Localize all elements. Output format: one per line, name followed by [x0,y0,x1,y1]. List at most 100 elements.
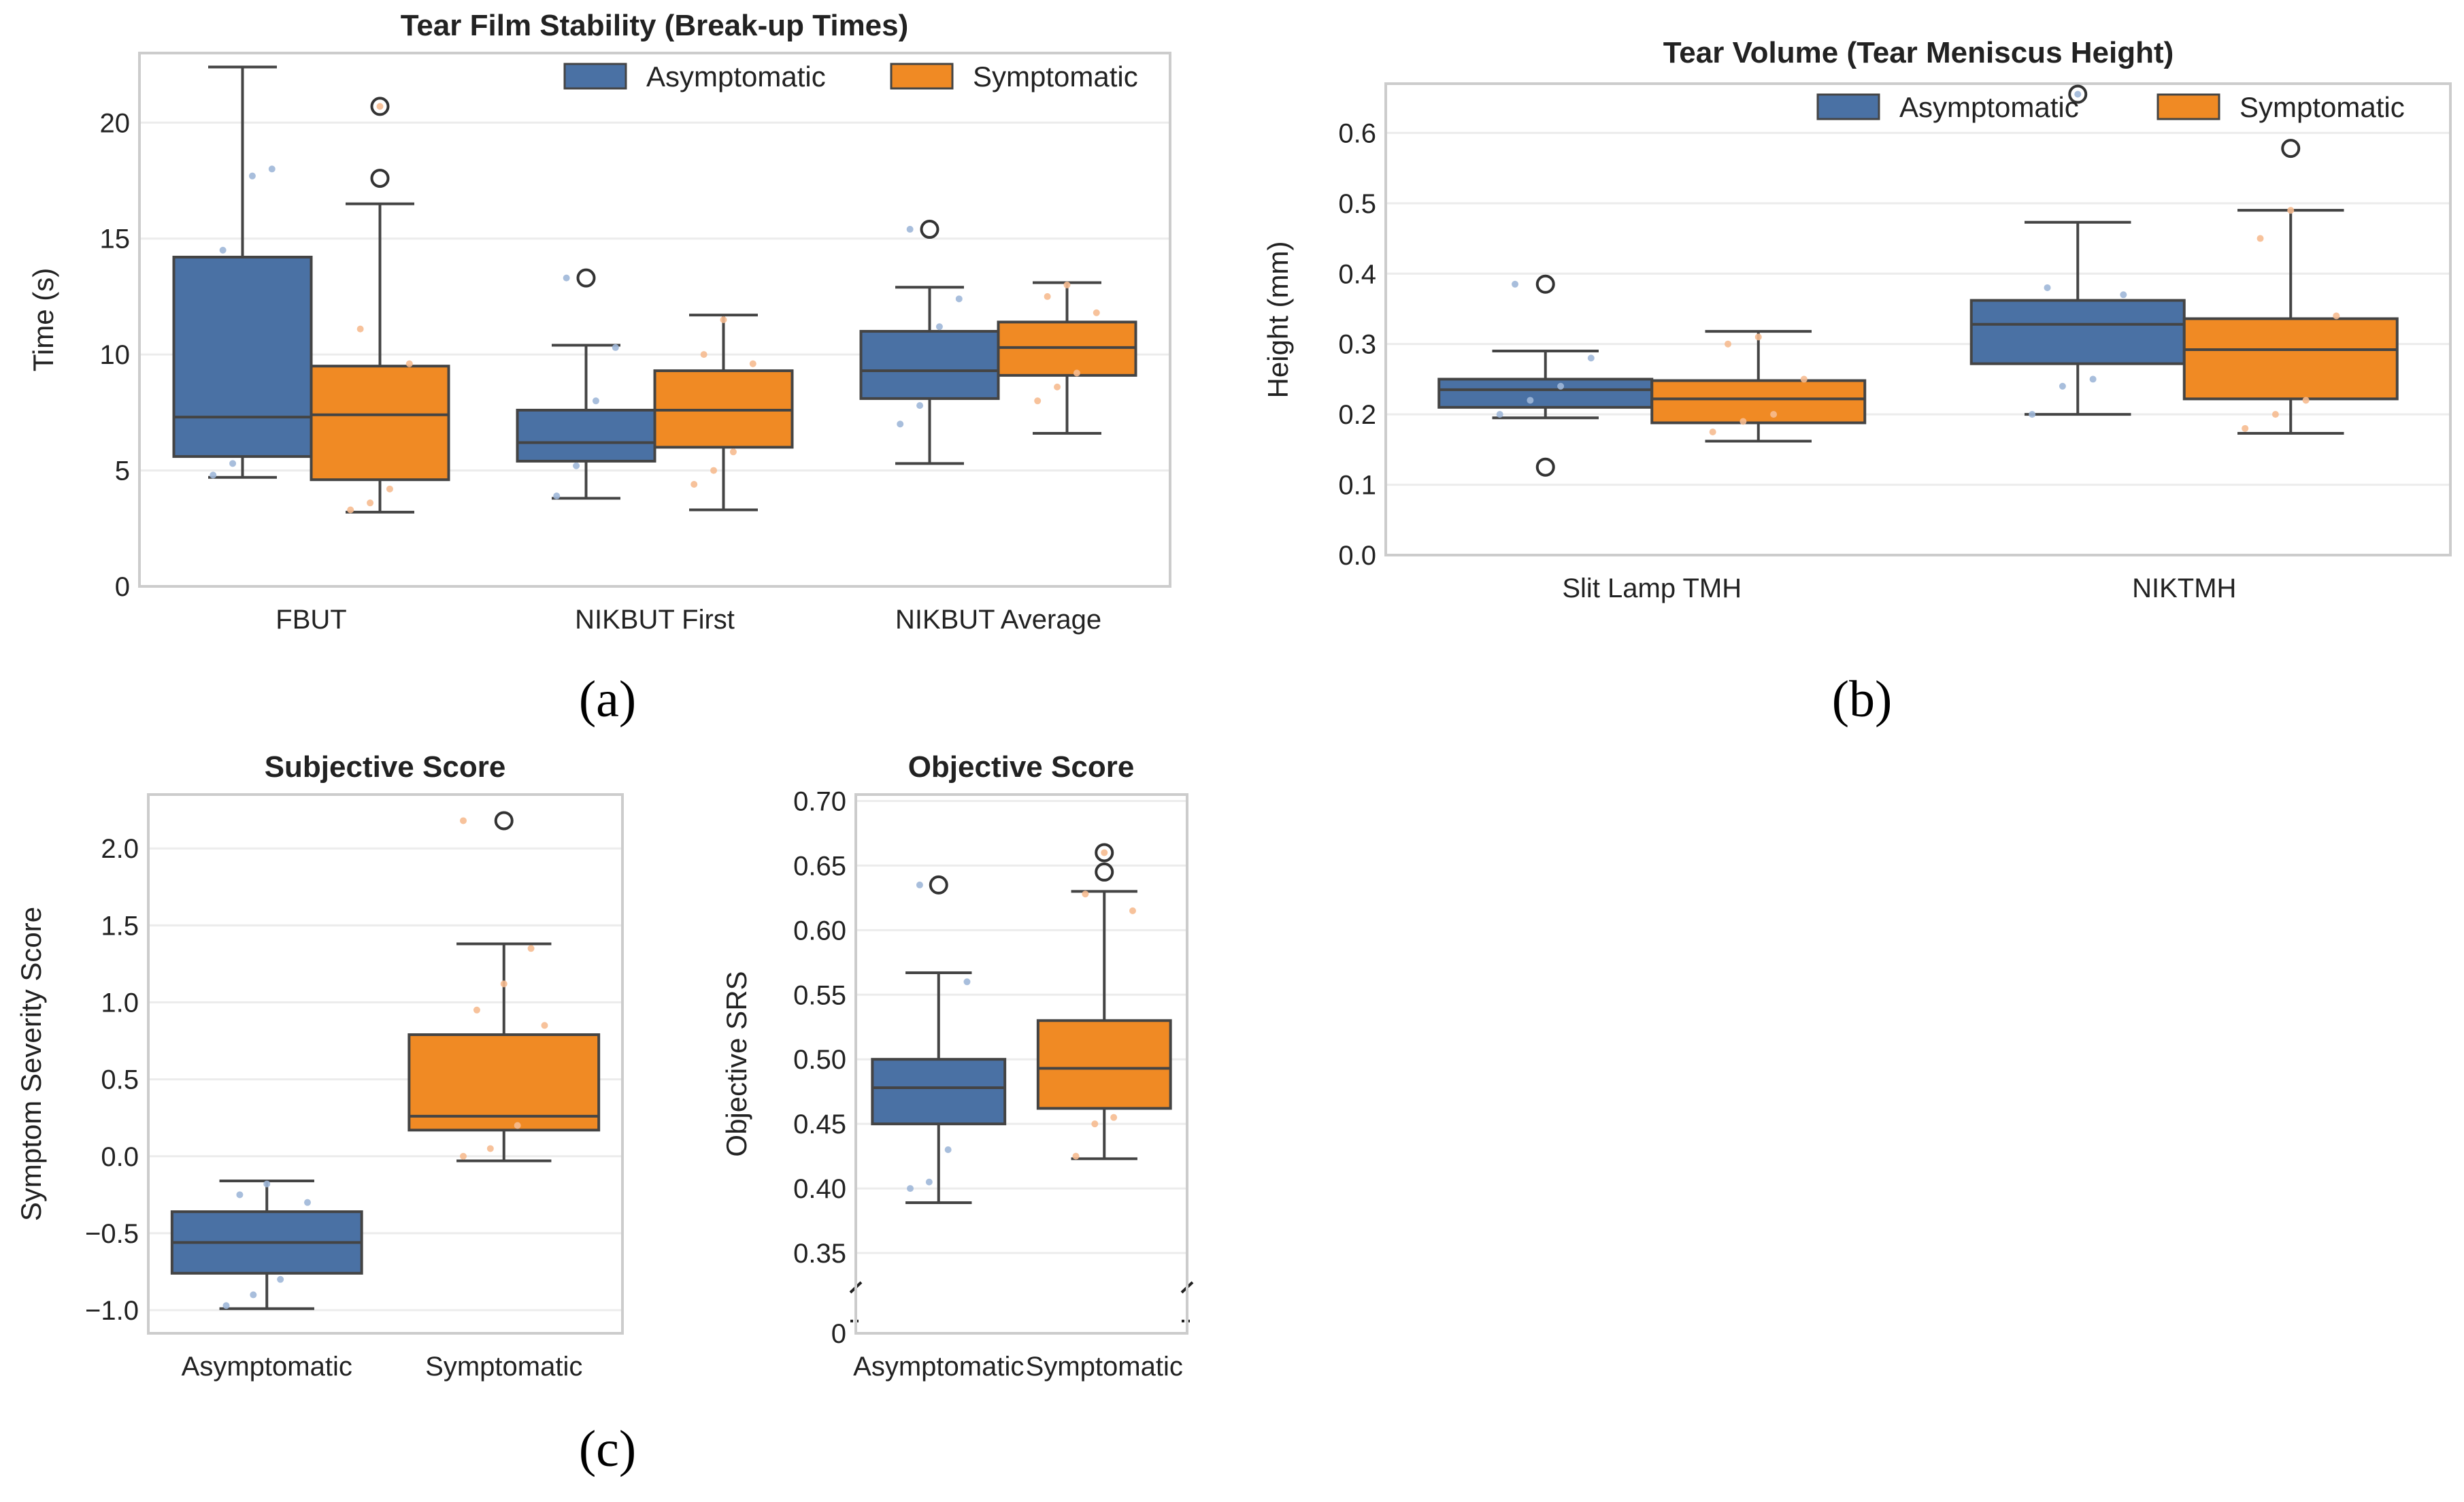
plot-frame [138,52,1171,588]
x-tick-label: Slit Lamp TMH [1562,573,1742,603]
y-tick-label: 0 [115,572,130,602]
box-symptomatic [407,811,601,1163]
data-point [720,316,727,323]
data-point [219,246,227,254]
data-point [2089,376,2097,383]
data-point [303,1199,311,1206]
legend-swatch [563,63,627,90]
data-point [563,274,570,282]
data-point [2044,284,2051,291]
outlier [2281,139,2301,158]
outlier [494,811,514,831]
y-tick-label: 0.60 [793,916,846,946]
x-tick-label: Asymptomatic [182,1352,352,1382]
data-point [386,485,393,493]
box-asymptomatic [172,65,313,479]
y-tick-label: 1.0 [101,988,139,1018]
data-point [906,226,914,233]
data-point [612,344,619,351]
y-tick-label: 0.65 [793,851,846,881]
data-point [229,460,237,467]
box-symptomatic [310,97,450,514]
data-point [1709,428,1716,435]
data-point [935,323,943,331]
data-point [1082,890,1089,898]
data-point [1110,1114,1118,1121]
data-point [916,402,924,410]
legend-label: Asymptomatic [1899,91,2079,123]
y-tick-label: 0.0 [101,1142,139,1172]
data-point [2302,397,2310,404]
data-point [277,1275,284,1283]
data-point [460,1152,467,1160]
data-point [700,351,707,358]
data-point [1800,376,1808,383]
data-point [1129,907,1136,914]
data-point [2074,90,2082,98]
data-point [916,881,923,888]
data-point [405,360,413,367]
y-tick-label: 0.2 [1338,400,1376,430]
legend: Asymptomatic Symptomatic [1816,91,2405,123]
plot-title: Subjective Score [265,750,506,784]
panel-b: 0.0 0.1 0.2 0.3 0.4 0.5 0.6 Tear Volume (Tear M… [1262,36,2452,603]
plot-frame [147,793,624,1335]
y-tick-label: 0.3 [1338,330,1376,360]
data-point [1725,340,1732,348]
y-tick-label: 0.4 [1338,259,1376,289]
y-tick-label: 0.55 [793,980,846,1010]
y-tick-label: 0.6 [1338,118,1376,148]
y-tick-label: 0.50 [793,1045,846,1075]
outlier [1535,274,1555,294]
outlier [920,220,939,239]
caption-b: (b) [1832,671,1893,728]
legend-swatch [1816,93,1880,120]
x-tick-label: FBUT [276,605,346,635]
y-tick-label: 0.1 [1338,471,1376,501]
x-tick-label: NIKBUT First [575,605,735,635]
x-tick-label: Asymptomatic [853,1352,1024,1382]
data-point [1093,309,1100,316]
caption-a: (a) [579,671,636,728]
box-iqr [407,1033,601,1132]
box-symptomatic [653,314,794,512]
box-iqr [2182,317,2399,401]
data-point [2271,411,2279,418]
data-point [944,1146,952,1154]
data-point [376,103,384,110]
box-iqr [859,330,1000,400]
data-point [1063,281,1071,288]
data-point [1034,397,1042,405]
data-point [897,420,904,428]
y-tick-label: 5 [115,456,130,486]
box-iqr [516,408,656,463]
y-axis-label: Height (mm) [1262,241,1294,398]
data-point [514,1122,521,1129]
outlier [370,169,390,188]
y-axis-label: Symptom Severity Score [15,907,47,1221]
data-point [2059,382,2066,390]
data-point [955,295,963,303]
y-tick-label: 1.5 [101,911,139,941]
data-point [263,1180,271,1188]
data-point [1557,382,1565,390]
legend-label: Symptomatic [2240,91,2405,123]
plot-title: Objective Score [908,750,1135,784]
data-point [1101,849,1108,856]
data-point [486,1145,494,1152]
data-point [1044,293,1051,300]
outlier [2068,84,2088,104]
y-tick-label: 10 [100,340,131,370]
box-iqr [1650,379,1867,424]
plot-frame [1384,82,2452,556]
x-tick-label: NIKBUT Average [895,605,1101,635]
data-point [1587,354,1595,362]
panel-c2: 0.35 0.40 0.45 0.50 0.55 0.60 0.65 0.70 0 Objecti… [720,750,1194,1382]
x-tick-label: NIKTMH [2132,573,2236,603]
box-iqr [1437,378,1654,409]
data-point [963,978,971,986]
y-tick-label: 0.35 [793,1239,846,1269]
box-asymptomatic [1969,84,2186,418]
data-point [907,1185,914,1192]
